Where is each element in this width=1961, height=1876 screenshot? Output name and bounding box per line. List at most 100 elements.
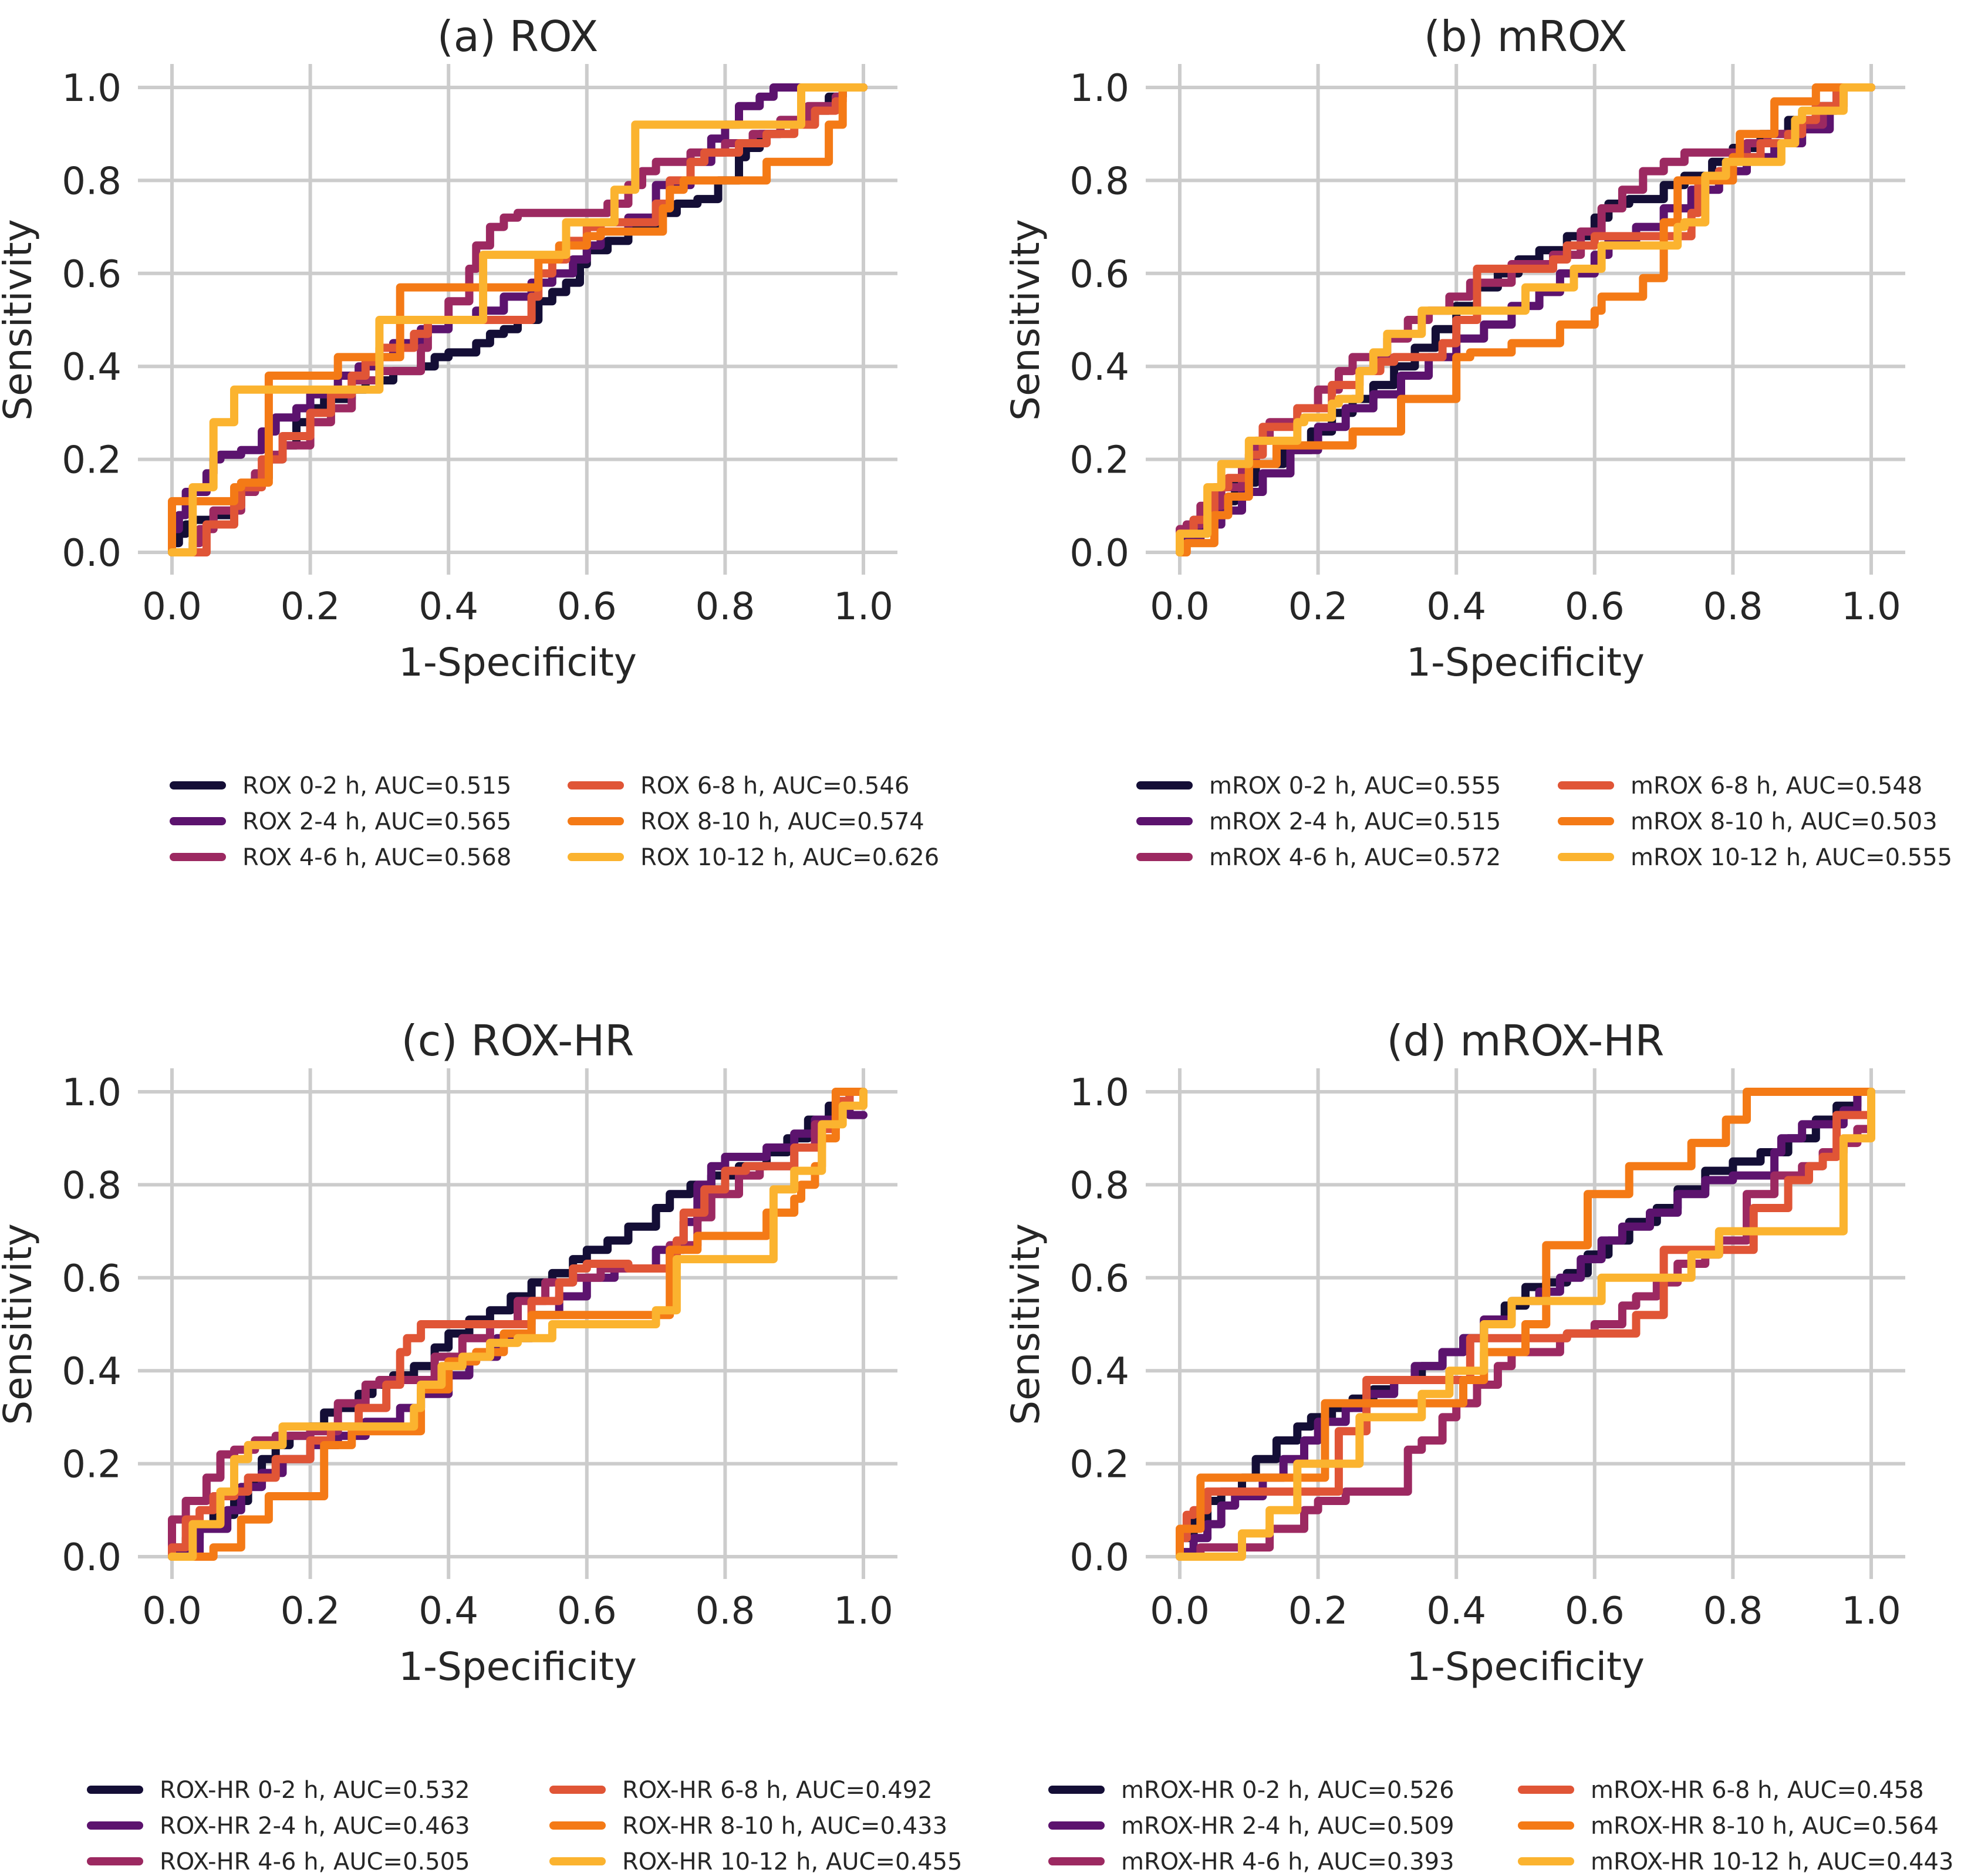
legend-label: mROX-HR 2-4 h, AUC=0.509 (1121, 1813, 1454, 1840)
legend-item: ROX 8-10 h, AUC=0.574 (568, 808, 924, 835)
roc-curve-series-5 (1176, 1088, 1875, 1561)
x-tick-label: 1.0 (1841, 1590, 1901, 1633)
legend-item: mROX-HR 4-6 h, AUC=0.393 (1048, 1848, 1454, 1875)
x-axis-label: 1-Specificity (1406, 1644, 1645, 1689)
x-tick-label: 1.0 (833, 585, 893, 629)
x-tick-label: 1.0 (1841, 585, 1901, 629)
y-tick-label: 0.8 (1069, 1164, 1129, 1207)
y-tick-label: 0.4 (62, 1350, 121, 1393)
x-tick-label: 0.0 (142, 585, 202, 629)
roc-curve-series-1 (168, 83, 868, 556)
legend-label: ROX-HR 2-4 h, AUC=0.463 (160, 1813, 470, 1840)
legend-item: mROX-HR 0-2 h, AUC=0.526 (1048, 1777, 1454, 1804)
legend-item: mROX-HR 2-4 h, AUC=0.509 (1048, 1813, 1454, 1840)
legend-label: ROX 6-8 h, AUC=0.546 (640, 772, 909, 799)
chart-title: (d) mROX-HR (1387, 1016, 1665, 1065)
legend: ROX 0-2 h, AUC=0.515 ROX 2-4 h, AUC=0.565… (170, 772, 939, 871)
roc-curve-series-3 (1176, 1088, 1875, 1561)
legend-label: mROX-HR 10-12 h, AUC=0.443 (1591, 1848, 1953, 1875)
y-tick-label: 0.2 (62, 439, 121, 483)
y-tick-label: 0.6 (62, 253, 121, 296)
y-axis-label: Sensitivity (0, 1223, 40, 1425)
y-tick-label: 1.0 (1069, 1071, 1129, 1115)
legend-label: ROX 0-2 h, AUC=0.515 (242, 772, 511, 799)
legend-item: mROX 4-6 h, AUC=0.572 (1136, 844, 1501, 871)
x-axis-label: 1-Specificity (399, 640, 637, 685)
x-tick-label: 0.2 (1288, 585, 1348, 629)
chart-title: (c) ROX-HR (401, 1016, 634, 1065)
legend-label: ROX-HR 8-10 h, AUC=0.433 (622, 1813, 947, 1840)
x-tick-label: 0.6 (557, 585, 617, 629)
x-tick-label: 0.8 (696, 1590, 755, 1633)
x-tick-label: 0.4 (1426, 1590, 1486, 1633)
legend-item: ROX 0-2 h, AUC=0.515 (170, 772, 511, 799)
legend-item: mROX-HR 10-12 h, AUC=0.443 (1518, 1848, 1953, 1875)
chart-title: (a) ROX (437, 12, 599, 61)
y-tick-label: 0.6 (1069, 1257, 1129, 1301)
x-tick-label: 0.0 (1150, 1590, 1210, 1633)
legend-label: mROX 0-2 h, AUC=0.555 (1209, 772, 1501, 799)
legend-label: mROX 2-4 h, AUC=0.515 (1209, 808, 1501, 835)
chart-title: (b) mROX (1424, 12, 1627, 61)
legend-label: mROX 6-8 h, AUC=0.548 (1631, 772, 1922, 799)
y-axis-label: Sensitivity (1003, 1223, 1048, 1425)
legend-item: ROX-HR 10-12 h, AUC=0.455 (549, 1848, 962, 1875)
legend-item: ROX-HR 6-8 h, AUC=0.492 (549, 1777, 933, 1804)
x-tick-label: 1.0 (833, 1590, 893, 1633)
y-tick-label: 0.4 (62, 346, 121, 389)
x-tick-label: 0.4 (418, 1590, 478, 1633)
legend-item: ROX-HR 0-2 h, AUC=0.532 (87, 1777, 470, 1804)
y-tick-label: 0.8 (62, 1164, 121, 1207)
legend-item: mROX-HR 8-10 h, AUC=0.564 (1518, 1813, 1939, 1840)
legend-label: mROX 10-12 h, AUC=0.555 (1631, 844, 1952, 871)
legend-item: mROX 10-12 h, AUC=0.555 (1558, 844, 1952, 871)
y-tick-label: 0.4 (1069, 346, 1129, 389)
roc-curve-series-3 (168, 83, 868, 556)
roc-curve-series-4 (1176, 1088, 1875, 1561)
y-tick-label: 1.0 (62, 1071, 121, 1115)
legend: mROX-HR 0-2 h, AUC=0.526 mROX-HR 2-4 h, A… (1048, 1777, 1953, 1875)
legend-label: mROX 4-6 h, AUC=0.572 (1209, 844, 1501, 871)
x-tick-label: 0.6 (1565, 1590, 1625, 1633)
roc-curve-series-5 (168, 1088, 868, 1561)
legend-item: mROX 6-8 h, AUC=0.548 (1558, 772, 1922, 799)
roc-curve-series-5 (168, 83, 868, 556)
roc-curve-series-4 (168, 83, 868, 556)
legend-label: ROX 2-4 h, AUC=0.565 (242, 808, 511, 835)
legend-label: ROX-HR 6-8 h, AUC=0.492 (622, 1777, 933, 1804)
roc-curve-series-5 (1176, 83, 1875, 556)
legend-item: ROX 6-8 h, AUC=0.546 (568, 772, 909, 799)
x-tick-label: 0.4 (418, 585, 478, 629)
legend-label: mROX-HR 4-6 h, AUC=0.393 (1121, 1848, 1454, 1875)
legend: ROX-HR 0-2 h, AUC=0.532 ROX-HR 2-4 h, AUC… (87, 1777, 962, 1875)
roc-curve-series-3 (168, 1088, 868, 1561)
legend-item: ROX-HR 2-4 h, AUC=0.463 (87, 1813, 470, 1840)
legend-item: mROX 2-4 h, AUC=0.515 (1136, 808, 1501, 835)
y-axis-label: Sensitivity (0, 219, 40, 421)
legend-label: ROX-HR 0-2 h, AUC=0.532 (160, 1777, 470, 1804)
legend-item: ROX 2-4 h, AUC=0.565 (170, 808, 511, 835)
y-axis-label: Sensitivity (1003, 219, 1048, 421)
legend-label: ROX 4-6 h, AUC=0.568 (242, 844, 511, 871)
y-tick-label: 0.6 (1069, 253, 1129, 296)
x-tick-label: 0.6 (557, 1590, 617, 1633)
legend-label: mROX-HR 0-2 h, AUC=0.526 (1121, 1777, 1454, 1804)
y-tick-label: 0.2 (1069, 439, 1129, 483)
x-tick-label: 0.6 (1565, 585, 1625, 629)
legend-item: ROX-HR 8-10 h, AUC=0.433 (549, 1813, 947, 1840)
x-tick-label: 0.0 (1150, 585, 1210, 629)
x-tick-label: 0.4 (1426, 585, 1486, 629)
legend-item: mROX 8-10 h, AUC=0.503 (1558, 808, 1938, 835)
y-tick-label: 0.2 (62, 1443, 121, 1487)
y-tick-label: 0.0 (1069, 532, 1129, 575)
legend-item: ROX-HR 4-6 h, AUC=0.505 (87, 1848, 470, 1875)
x-tick-label: 0.8 (1703, 585, 1763, 629)
legend-item: ROX 10-12 h, AUC=0.626 (568, 844, 939, 871)
y-tick-label: 0.8 (62, 160, 121, 203)
y-tick-label: 0.0 (62, 1536, 121, 1580)
legend-label: mROX-HR 8-10 h, AUC=0.564 (1591, 1813, 1939, 1840)
panel-c-rox-hr: 0.0 0.2 0.4 0.6 0.8 1.0 0.0 0.2 0.4 0.6 0.8 1.0 (c) … (0, 1016, 962, 1875)
legend-label: ROX-HR 10-12 h, AUC=0.455 (622, 1848, 962, 1875)
legend-label: ROX-HR 4-6 h, AUC=0.505 (160, 1848, 470, 1875)
